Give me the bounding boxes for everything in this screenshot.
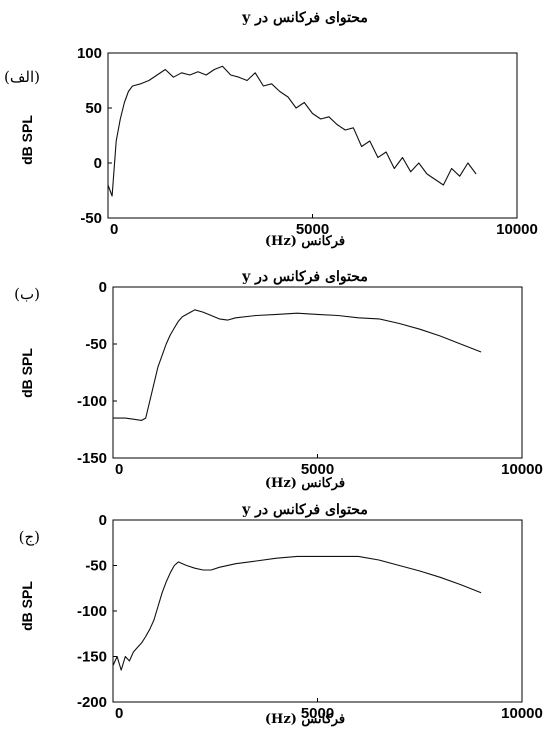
y-axis-label: dB SPL xyxy=(19,115,35,165)
x-axis-label: فرکانس (Hz) xyxy=(265,476,345,491)
y-tick-label: -200 xyxy=(77,694,107,711)
series-line xyxy=(112,555,482,671)
x-tick-label: 10000 xyxy=(496,221,538,238)
y-tick-label: 50 xyxy=(85,100,102,117)
y-tick-label: -100 xyxy=(77,603,107,620)
x-tick-label: 5000 xyxy=(301,705,334,722)
chart-title: محتوای فرکانس در y xyxy=(241,10,368,26)
y-tick-labels: -200 -150 -100 -50 0 xyxy=(77,512,117,711)
x-tick-label: 0 xyxy=(115,461,123,478)
y-tick-label: 0 xyxy=(99,512,107,529)
y-tick-labels: -50 0 50 100 xyxy=(77,45,112,227)
x-axis-label: فرکانس (Hz) xyxy=(265,712,345,727)
y-tick-label: -150 xyxy=(77,450,107,467)
y-tick-label: -50 xyxy=(80,210,102,227)
plot-frame xyxy=(112,286,523,459)
chart-title: محتوای فرکانس در y xyxy=(241,269,368,285)
y-tick-label: 0 xyxy=(99,279,107,296)
x-tick-label: 5000 xyxy=(301,461,334,478)
y-tick-label: 100 xyxy=(77,45,102,62)
x-tick-labels: 0 5000 10000 xyxy=(112,698,543,722)
series-line xyxy=(107,65,477,197)
y-tick-labels: -150 -100 -50 0 xyxy=(77,279,117,467)
plot-frame xyxy=(107,52,518,219)
x-tick-labels: 0 5000 10000 xyxy=(107,214,538,238)
x-tick-label: 0 xyxy=(110,221,118,238)
series-line xyxy=(113,309,482,421)
chart-panel-b: محتوای فرکانس در y (ب) dB SPL -150 -100 -5… xyxy=(14,269,543,491)
chart-panel-a: محتوای فرکانس در y (الف) dB SPL -50 0 50 10… xyxy=(4,10,538,249)
chart-title: محتوای فرکانس در y xyxy=(241,502,368,518)
y-tick-label: 0 xyxy=(94,155,102,172)
y-axis-label: dB SPL xyxy=(19,581,35,631)
x-tick-label: 10000 xyxy=(501,705,543,722)
y-tick-label: -50 xyxy=(85,558,107,575)
plot-frame xyxy=(112,519,523,703)
panel-label: (الف) xyxy=(4,68,40,86)
y-tick-label: -100 xyxy=(77,393,107,410)
x-axis-label: فرکانس (Hz) xyxy=(265,234,345,249)
y-tick-label: -150 xyxy=(77,649,107,666)
x-tick-label: 0 xyxy=(115,705,123,722)
x-tick-label: 10000 xyxy=(501,461,543,478)
panel-label: (ج) xyxy=(19,528,40,546)
x-tick-labels: 0 5000 10000 xyxy=(112,454,543,478)
panel-label: (ب) xyxy=(14,285,40,303)
y-axis-label: dB SPL xyxy=(19,348,35,398)
chart-panel-c: محتوای فرکانس در y (ج) dB SPL -200 -150 -1… xyxy=(19,502,543,727)
x-tick-label: 5000 xyxy=(296,221,329,238)
y-tick-label: -50 xyxy=(85,336,107,353)
